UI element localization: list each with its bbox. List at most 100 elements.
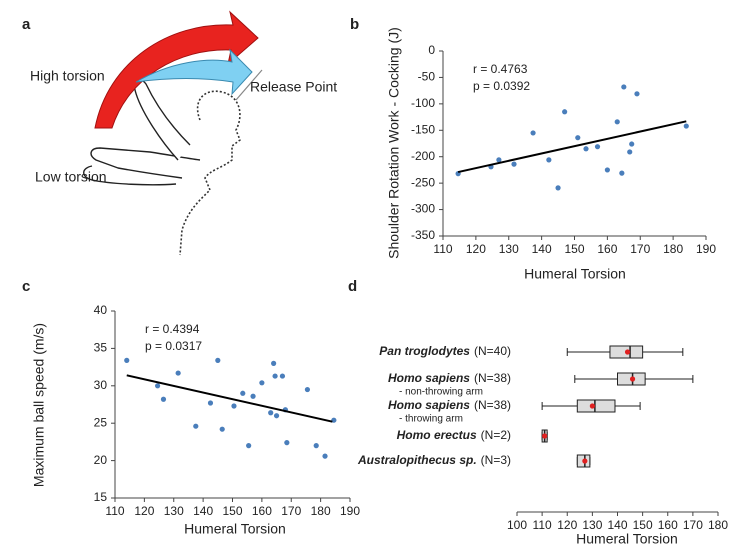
point <box>231 403 237 409</box>
point <box>273 413 280 419</box>
x-tick-label: 150 <box>222 504 242 518</box>
annotation: r = 0.4394 <box>145 322 200 336</box>
x-axis-title: Humeral Torsion <box>184 521 286 537</box>
x-tick-label: 160 <box>252 504 272 518</box>
x-tick-label: 180 <box>708 518 728 532</box>
point <box>250 393 256 399</box>
x-axis-title: Humeral Torsion <box>524 266 626 282</box>
mean <box>582 458 588 464</box>
group-name: Homo erectus <box>397 428 477 442</box>
box <box>576 399 616 413</box>
group-note: - throwing arm <box>399 414 463 425</box>
y-tick-label: 20 <box>94 453 108 467</box>
y-tick-label: -50 <box>418 70 436 84</box>
group-label: Pan troglodytes (N=40) <box>379 344 511 358</box>
x-axis-title: Humeral Torsion <box>576 531 678 546</box>
x-tick-label: 110 <box>105 504 124 518</box>
group-name: Australopithecus sp. <box>357 453 477 467</box>
low-forearm <box>83 165 177 186</box>
x-tick-label: 120 <box>134 504 154 518</box>
group-count: (N=38) <box>474 398 511 412</box>
x-tick-label: 170 <box>630 242 650 256</box>
y-tick-label: -300 <box>411 202 435 216</box>
x-tick-label: 190 <box>696 242 716 256</box>
x-tick-label: 130 <box>499 242 519 256</box>
group-count: (N=38) <box>474 371 511 385</box>
y-tick-label: -100 <box>411 96 435 110</box>
x-tick-label: 140 <box>532 242 552 256</box>
label-low: Low torsion <box>35 169 107 185</box>
annotation: r = 0.4763 <box>473 62 528 76</box>
point <box>530 130 536 136</box>
x-tick-label: 140 <box>193 504 213 518</box>
x-tick-label: 170 <box>281 504 301 518</box>
point <box>268 410 274 416</box>
group-name: Homo sapiens <box>388 371 470 385</box>
point <box>219 426 225 432</box>
x-tick-label: 110 <box>433 242 452 256</box>
point <box>175 370 181 376</box>
mean <box>589 403 595 409</box>
group-name: Homo sapiens <box>388 398 470 412</box>
group-count: (N=3) <box>481 453 511 467</box>
illustration: a High torsion Release Point Low torsion <box>22 10 337 256</box>
y-tick-label: 15 <box>94 490 108 504</box>
panel-label: b <box>350 16 359 33</box>
group-label: Homo sapiens (N=38) <box>388 398 511 412</box>
x-tick-label: 170 <box>683 518 703 532</box>
point <box>272 373 278 379</box>
point <box>160 396 167 402</box>
point <box>594 144 601 150</box>
mean <box>629 376 636 382</box>
point <box>154 383 161 389</box>
x-tick-label: 190 <box>340 504 360 518</box>
panel-label: c <box>22 278 30 295</box>
y-tick-label: 40 <box>94 303 108 317</box>
x-tick-label: 120 <box>466 242 486 256</box>
x-tick-label: 150 <box>633 518 653 532</box>
point <box>496 157 502 163</box>
point <box>124 357 130 363</box>
group-name: Pan troglodytes <box>379 344 470 358</box>
x-tick-label: 130 <box>582 518 602 532</box>
group-count: (N=40) <box>474 344 511 358</box>
point <box>304 386 311 393</box>
y-tick-label: -350 <box>411 228 435 242</box>
y-tick-label: -250 <box>411 175 435 189</box>
annotation: p = 0.0317 <box>145 339 202 353</box>
label-high: High torsion <box>30 68 105 84</box>
point <box>322 453 328 459</box>
point <box>331 417 337 423</box>
release-pointer <box>235 69 263 101</box>
point <box>621 84 627 90</box>
group-label: Homo sapiens (N=38) <box>388 371 511 385</box>
x-tick-label: 110 <box>533 518 552 532</box>
mean <box>542 433 548 439</box>
x-tick-label: 180 <box>663 242 683 256</box>
point <box>271 360 277 366</box>
y-tick-label: -150 <box>411 122 435 136</box>
panel-label: d <box>348 278 357 295</box>
point <box>555 185 561 191</box>
point <box>279 373 286 379</box>
point <box>193 423 199 429</box>
point <box>207 400 214 406</box>
low-torsion-arrow <box>135 48 253 96</box>
x-tick-label: 160 <box>658 518 678 532</box>
y-tick-label: 25 <box>94 415 108 429</box>
y-tick-label: 30 <box>94 378 108 392</box>
point <box>546 157 552 163</box>
point <box>575 135 581 141</box>
point <box>562 109 568 115</box>
point <box>634 91 640 97</box>
x-tick-label: 130 <box>164 504 184 518</box>
body-outline <box>179 90 241 256</box>
trendline <box>126 374 333 423</box>
y-tick-label: -200 <box>411 149 435 163</box>
point <box>604 167 610 173</box>
high-arm <box>133 79 191 161</box>
x-tick-label: 100 <box>507 518 527 532</box>
annotation: p = 0.0392 <box>473 79 530 93</box>
point <box>240 390 246 396</box>
